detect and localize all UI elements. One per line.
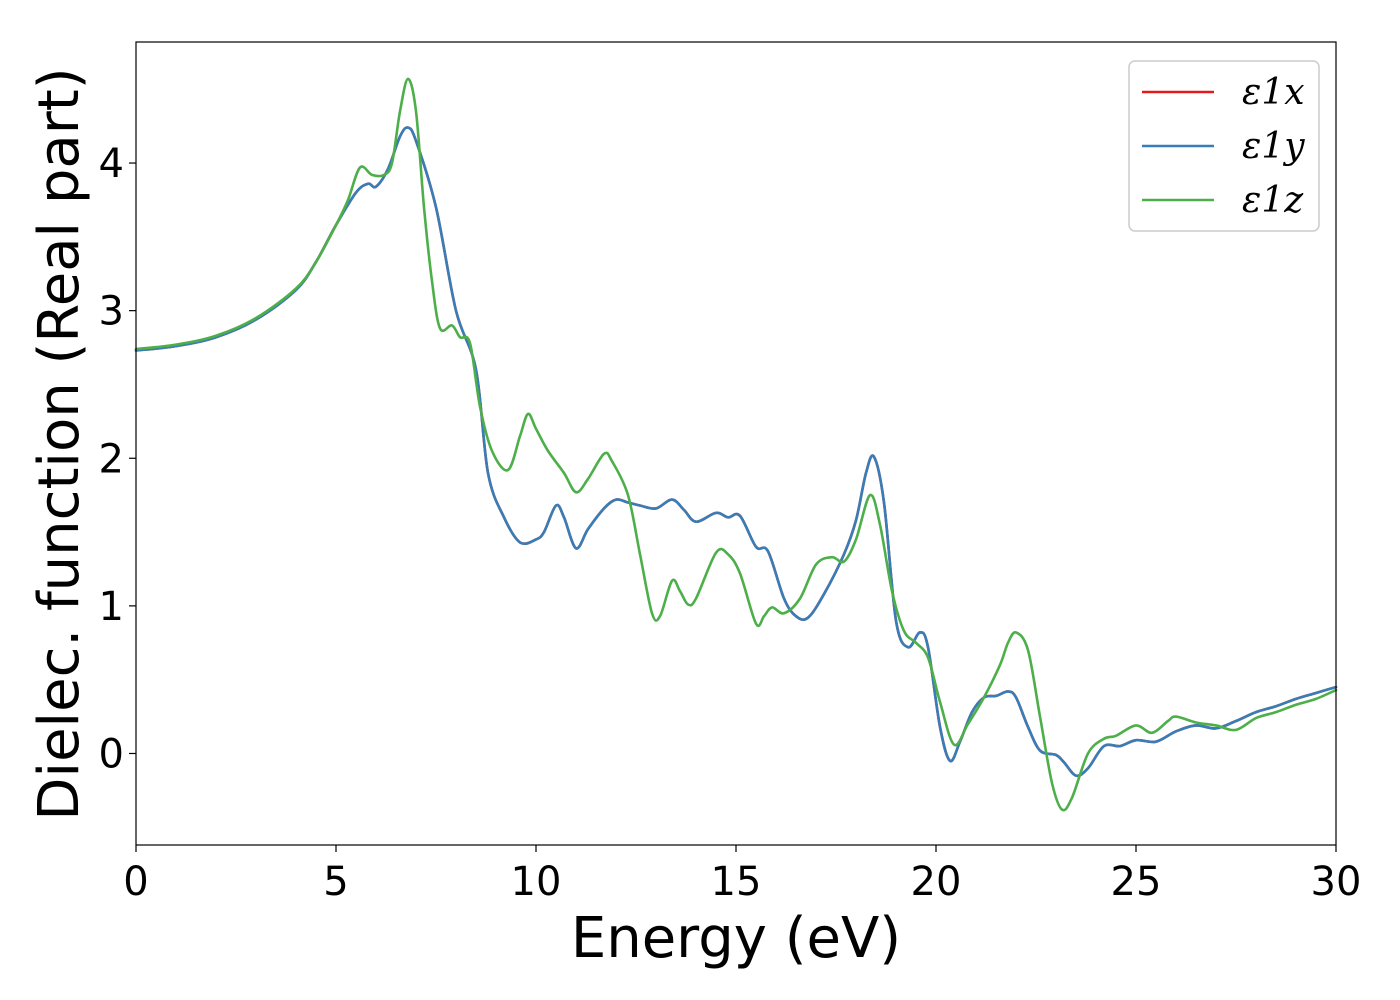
y-tick-label: 0 xyxy=(99,731,124,777)
y-axis-ticks: 0 1 2 3 4 xyxy=(99,141,136,777)
series-line-2 xyxy=(134,126,1338,778)
x-tick-label: 15 xyxy=(711,859,762,905)
legend-label-3: ε1z xyxy=(1242,180,1304,221)
legend-box xyxy=(1128,60,1320,232)
x-tick-label: 0 xyxy=(123,859,148,905)
y-tick-label: 1 xyxy=(99,584,124,630)
y-tick-label: 4 xyxy=(99,141,124,187)
y-tick-label: 3 xyxy=(99,289,124,335)
x-tick-label: 30 xyxy=(1311,859,1362,905)
series-line-3 xyxy=(134,77,1338,812)
legend: ε1x ε1y ε1z xyxy=(1128,60,1320,232)
legend-label-1: ε1x xyxy=(1242,72,1305,113)
x-tick-label: 20 xyxy=(911,859,962,905)
series-layer xyxy=(134,77,1338,812)
x-tick-label: 25 xyxy=(1111,859,1162,905)
x-axis-ticks: 0 5 10 15 20 25 30 xyxy=(123,845,1361,905)
y-axis-label: Dielec. function (Real part) xyxy=(27,67,92,820)
y-tick-label: 2 xyxy=(99,436,124,482)
x-tick-label: 5 xyxy=(323,859,348,905)
x-axis-label: Energy (eV) xyxy=(571,906,901,971)
x-tick-label: 10 xyxy=(511,859,562,905)
legend-label-2: ε1y xyxy=(1242,126,1305,167)
